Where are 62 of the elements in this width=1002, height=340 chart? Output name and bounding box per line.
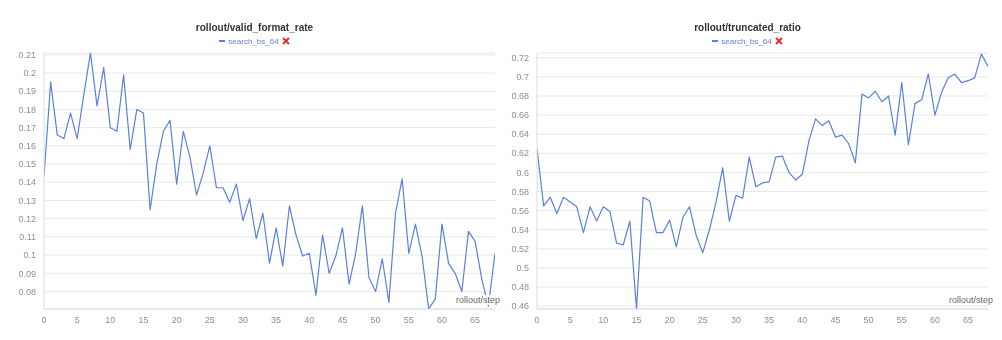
- x-tick-label: 0: [534, 315, 540, 326]
- y-tick-label: 0.15: [18, 159, 36, 170]
- y-tick-label: 0.1: [23, 250, 36, 261]
- y-tick-label: 0.21: [18, 50, 36, 61]
- y-tick-label: 0.58: [511, 186, 529, 197]
- x-tick-label: 25: [697, 315, 708, 326]
- x-tick-label: 65: [470, 315, 481, 326]
- x-tick-label: 65: [963, 315, 974, 326]
- y-tick-label: 0.6: [516, 167, 529, 178]
- x-tick-label: 5: [74, 315, 80, 326]
- x-axis-title: rollout/step: [947, 295, 994, 305]
- y-tick-label: 0.54: [511, 224, 529, 235]
- x-tick-label: 20: [171, 315, 182, 326]
- y-tick-label: 0.56: [511, 205, 529, 216]
- x-tick-label: 30: [730, 315, 741, 326]
- x-tick-label: 20: [664, 315, 675, 326]
- y-tick-label: 0.68: [511, 91, 529, 102]
- x-tick-label: 60: [436, 315, 447, 326]
- x-tick-label: 25: [204, 315, 215, 326]
- x-tick-label: 30: [237, 315, 248, 326]
- y-tick-label: 0.66: [511, 110, 529, 121]
- y-tick-label: 0.13: [18, 195, 36, 206]
- x-tick-label: 15: [138, 315, 149, 326]
- x-tick-label: 5: [567, 315, 573, 326]
- y-tick-label: 0.09: [18, 268, 36, 279]
- y-tick-label: 0.52: [511, 244, 529, 255]
- chart-title: rollout/valid_format_rate: [194, 22, 315, 35]
- x-tick-label: 45: [830, 315, 841, 326]
- y-tick-label: 0.7: [516, 72, 529, 83]
- x-tick-label: 45: [337, 315, 348, 326]
- y-tick-label: 0.46: [511, 301, 529, 312]
- y-tick-label: 0.62: [511, 148, 529, 159]
- x-tick-label: 50: [863, 315, 874, 326]
- chart-title: rollout/truncated_ratio: [693, 22, 802, 35]
- y-tick-label: 0.17: [18, 122, 36, 133]
- x-axis-title: rollout/step: [454, 295, 501, 305]
- x-tick-label: 15: [631, 315, 642, 326]
- y-tick-label: 0.12: [18, 213, 36, 224]
- x-tick-label: 40: [797, 315, 808, 326]
- x-tick-label: 10: [105, 315, 116, 326]
- y-tick-label: 0.19: [18, 86, 36, 97]
- legend-label: search_bs_64: [228, 36, 279, 46]
- x-tick-label: 35: [764, 315, 775, 326]
- x-tick-label: 10: [598, 315, 609, 326]
- x-tick-label: 55: [896, 315, 907, 326]
- y-tick-label: 0.14: [18, 177, 36, 188]
- y-tick-label: 0.08: [18, 286, 36, 297]
- x-tick-label: 50: [370, 315, 381, 326]
- y-tick-label: 0.2: [23, 68, 36, 79]
- x-tick-label: 55: [403, 315, 414, 326]
- x-tick-label: 60: [929, 315, 940, 326]
- y-tick-label: 0.5: [516, 263, 529, 274]
- y-tick-label: 0.18: [18, 104, 36, 115]
- legend-label: search_bs_64: [721, 36, 772, 46]
- x-tick-label: 35: [271, 315, 282, 326]
- x-tick-label: 0: [41, 315, 47, 326]
- y-tick-label: 0.48: [511, 282, 529, 293]
- y-tick-label: 0.16: [18, 141, 36, 152]
- y-tick-label: 0.11: [19, 232, 36, 243]
- y-tick-label: 0.72: [511, 52, 529, 63]
- y-tick-label: 0.64: [511, 129, 529, 140]
- x-tick-label: 40: [304, 315, 315, 326]
